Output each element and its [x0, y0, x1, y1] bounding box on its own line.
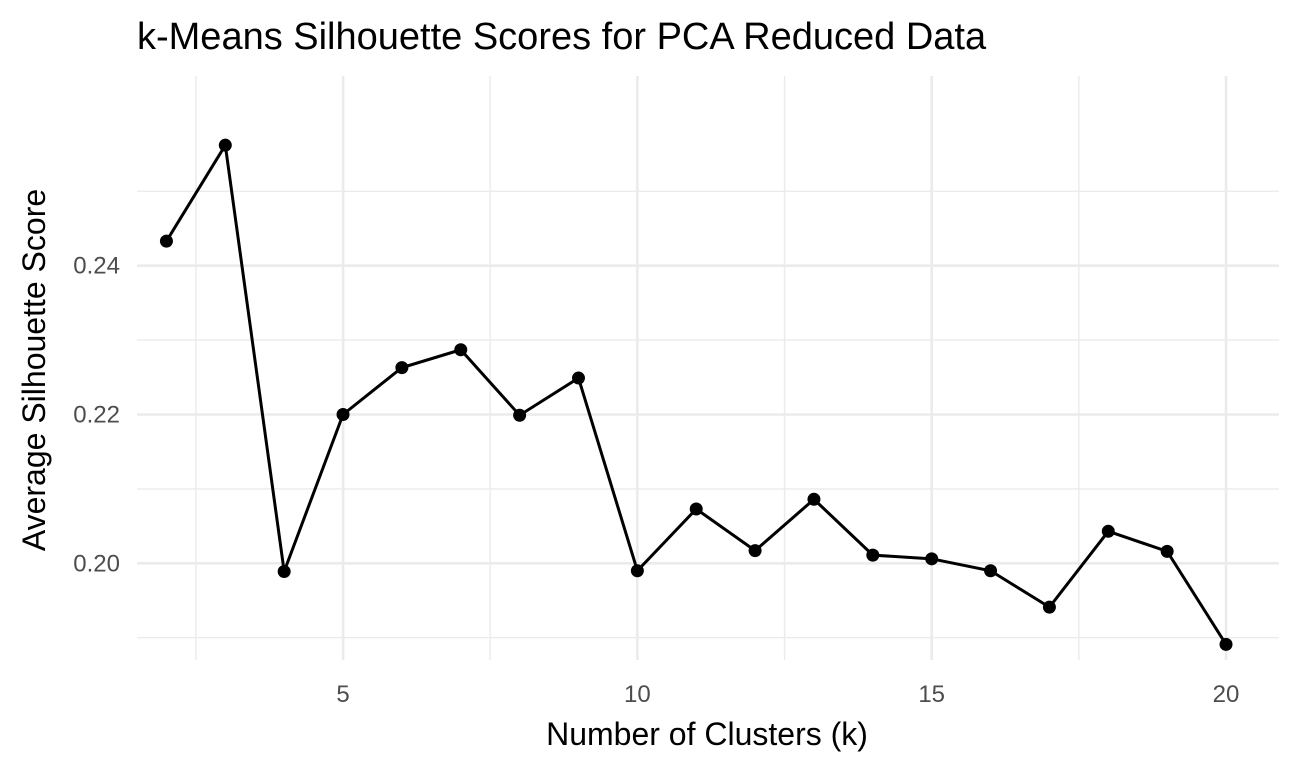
- x-axis-title: Number of Clusters (k): [546, 716, 868, 752]
- data-point: [1042, 600, 1056, 614]
- data-point: [1160, 544, 1174, 558]
- data-point: [925, 552, 939, 566]
- x-tick-label: 5: [336, 681, 349, 708]
- data-point: [866, 548, 880, 562]
- data-point: [159, 234, 173, 248]
- data-point: [277, 564, 291, 578]
- x-tick-label: 15: [918, 681, 945, 708]
- data-point: [336, 407, 350, 421]
- y-tick-label: 0.24: [73, 253, 120, 280]
- data-point: [984, 564, 998, 578]
- data-point: [571, 371, 585, 385]
- data-point: [1101, 524, 1115, 538]
- data-point: [513, 408, 527, 422]
- chart-title: k-Means Silhouette Scores for PCA Reduce…: [137, 16, 987, 58]
- x-tick-label: 10: [624, 681, 651, 708]
- series-silhouette-score: [159, 138, 1233, 651]
- data-point: [630, 564, 644, 578]
- y-tick-label: 0.20: [73, 550, 120, 577]
- series-line: [165, 140, 1228, 646]
- data-point: [689, 502, 703, 516]
- data-point: [1219, 637, 1233, 651]
- data-point: [395, 361, 409, 375]
- data-point: [218, 138, 232, 152]
- y-axis-tick-labels: 0.20 0.22 0.24: [73, 253, 120, 578]
- data-point: [807, 492, 821, 506]
- grid-lines: [137, 76, 1279, 660]
- data-point: [748, 544, 762, 558]
- y-tick-label: 0.22: [73, 401, 120, 428]
- x-axis-tick-labels: 5 10 15 20: [336, 681, 1239, 708]
- data-point: [454, 343, 468, 357]
- x-tick-label: 20: [1213, 681, 1240, 708]
- y-axis-title: Average Silhouette Score: [16, 189, 52, 551]
